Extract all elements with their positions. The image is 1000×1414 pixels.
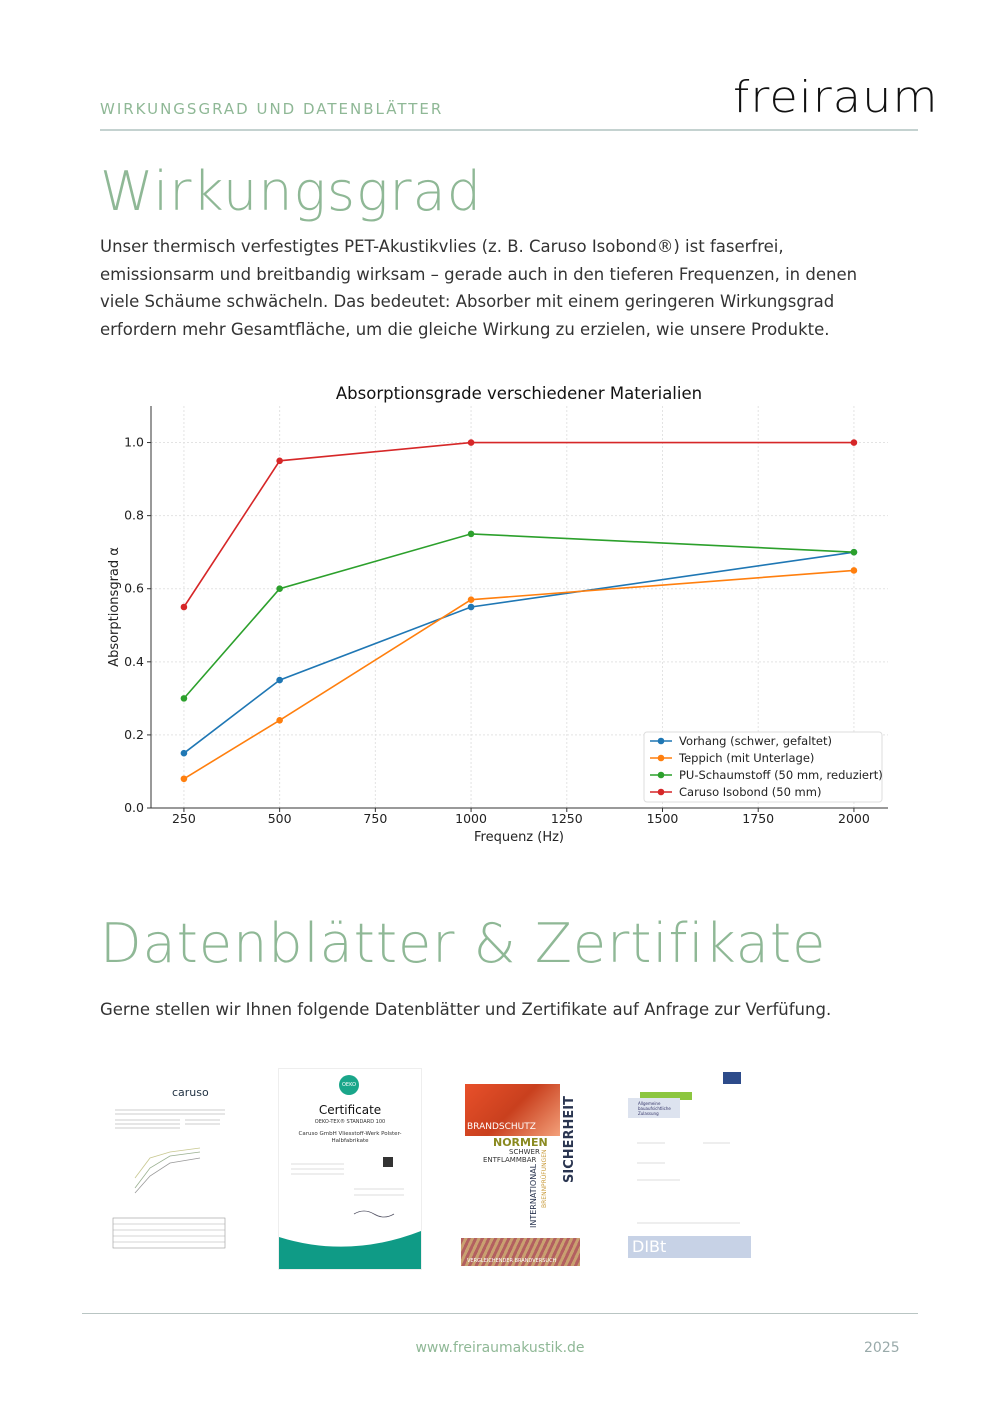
normen-label: NORMEN [493,1136,548,1149]
data-point [180,775,188,783]
caruso-logo: caruso [172,1086,209,1099]
certificate-company: Caruso GmbH Vliesstoff-Werk Polster- [298,1131,402,1137]
x-tick-label: 1250 [551,811,583,826]
data-point [180,603,188,611]
data-point [467,439,475,446]
footer-divider [82,1313,918,1314]
x-tick-label: 750 [363,811,387,826]
y-tick-label: 0.4 [124,654,144,669]
legend-label: Caruso Isobond (50 mm) [679,785,821,799]
brochure-thumbnail-brandschutz[interactable]: BRANDSCHUTZ NORMEN SCHWER ENTFLAMMBAR IN… [461,1068,580,1268]
datasheet-thumbnail-caruso[interactable]: caruso [110,1068,230,1268]
legend-label: Teppich (mit Unterlage) [678,751,814,765]
x-tick-label: 250 [172,811,196,826]
brandversuch-label: VERGLEICHENDER BRANDVERSUCH [467,1258,557,1264]
certificate-thumbnail-oekotex[interactable]: OEKO TEX Certificate OEKO-TEX® STANDARD … [278,1068,422,1270]
header-divider [100,129,918,131]
legend-marker [657,754,665,762]
dibt-logo: DIBt [628,1236,751,1258]
data-point [850,567,858,574]
data-point [276,676,283,684]
legend-marker [657,771,665,779]
legend-marker [657,788,665,796]
x-axis-label: Frequenz (Hz) [474,830,564,845]
data-point [850,548,858,556]
brandversuch-image [461,1238,580,1266]
y-tick-label: 0.6 [124,581,144,596]
brandschutz-label: BRANDSCHUTZ [467,1122,536,1132]
data-point [276,716,283,724]
approval-thumbnail-dibt[interactable]: Allgemeine bauaufsichtliche Zulassung DI… [625,1068,755,1268]
legend-marker [657,737,665,745]
international-label: INTERNATIONAL [529,1163,538,1228]
legend-box [643,731,883,803]
y-axis-label: Absorptionsgrad α [107,547,122,667]
y-tick-label: 0.0 [124,800,144,815]
footer-url[interactable]: www.freiraumakustik.de [415,1340,585,1356]
y-tick-label: 1.0 [124,435,144,450]
series-line [183,569,854,780]
series-line [183,533,854,699]
certificate-title: Certificate [318,1103,382,1117]
certificate-company-2: Halbfabrikate [331,1138,369,1144]
chart-title: Absorptionsgrade verschiedener Materiali… [336,384,702,403]
series-line [183,551,855,754]
brand-logo: freiraum [733,72,939,123]
sicherheit-label: SICHERHEIT [562,1096,577,1183]
datasheets-paragraph: Gerne stellen wir Ihnen folgende Datenbl… [100,1000,832,1019]
x-tick-label: 500 [268,811,292,826]
oekotex-badge: OEKO TEX [339,1075,359,1108]
entflammbar-label: ENTFLAMMBAR [483,1156,537,1164]
legend-label: PU-Schaumstoff (50 mm, reduziert) [679,768,883,782]
data-point [276,457,283,465]
schwer-label: SCHWER [509,1148,540,1156]
absorption-chart: 250 500 750 1000 1250 1500 1750 2000 0.0 0.2 0.4 0.… [107,384,888,845]
certificate-subtitle: OEKO-TEX® STANDARD 100 [314,1119,386,1125]
brennpruefungen-label: BRENNPRÜFUNGEN [541,1149,548,1209]
x-tick-label: 1000 [455,811,487,826]
page-kicker: WIRKUNGSGRAD UND DATENBLÄTTER [100,100,444,118]
legend-label: Vorhang (schwer, gefaltet) [679,734,832,748]
data-point [180,695,188,702]
document-thumbnails: caruso OEKO TEX Certificate OEKO-TEX® ST… [110,1068,770,1270]
series-line [183,441,854,608]
data-point [180,749,188,757]
zulassung-box: Allgemeine bauaufsichtliche Zulassung [628,1098,680,1118]
y-tick-label: 0.8 [124,508,144,523]
y-tick-label: 0.2 [124,727,144,742]
intro-paragraph: Unser thermisch verfestigtes PET-Akustik… [100,237,858,339]
x-tick-label: 2000 [838,811,870,826]
footer-year: 2025 [864,1340,900,1356]
data-point [467,603,475,611]
section-title-datenblaetter: Datenblätter & Zertifikate [100,912,827,975]
x-tick-label: 1750 [742,811,774,826]
data-point [467,530,475,538]
x-tick-label: 1500 [647,811,679,826]
section-title-wirkungsgrad: Wirkungsgrad [100,160,482,223]
data-point [850,439,858,446]
data-point [467,596,475,603]
brandschutz-image [465,1084,560,1136]
data-point [276,585,283,593]
